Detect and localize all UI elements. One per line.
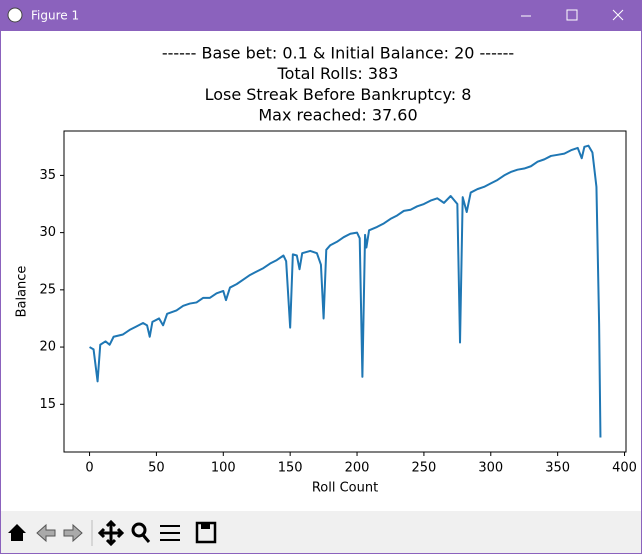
configure-button[interactable] xyxy=(160,525,180,541)
y-tick-label: 15 xyxy=(39,397,56,412)
y-axis-label: Balance xyxy=(15,266,30,318)
maximize-button[interactable] xyxy=(566,9,578,21)
chart-title: Max reached: 37.60 xyxy=(258,106,417,125)
x-axis-label: Roll Count xyxy=(312,481,378,496)
close-button[interactable] xyxy=(612,9,624,21)
zoom-handle xyxy=(141,534,151,543)
home-button[interactable] xyxy=(8,524,26,541)
chart-title: Total Rolls: 383 xyxy=(277,64,399,83)
y-tick-label: 30 xyxy=(39,225,56,240)
x-tick-label: 200 xyxy=(345,461,370,476)
pan-button[interactable] xyxy=(97,519,125,547)
chart-title: Lose Streak Before Bankruptcy: 8 xyxy=(205,85,472,104)
chart: ------ Base bet: 0.1 & Initial Balance: … xyxy=(15,44,637,496)
x-tick-label: 150 xyxy=(278,461,303,476)
app-icon xyxy=(7,7,23,23)
x-tick-label: 250 xyxy=(411,461,436,476)
x-tick-label: 100 xyxy=(211,461,236,476)
x-tick-label: 400 xyxy=(612,461,637,476)
forward-button[interactable] xyxy=(63,523,83,543)
save-icon-part xyxy=(201,523,210,529)
x-tick-label: 300 xyxy=(478,461,503,476)
window-title: Figure 1 xyxy=(31,9,79,23)
x-tick-label: 350 xyxy=(545,461,570,476)
axes-frame xyxy=(63,130,627,453)
toolbar xyxy=(1,511,641,553)
x-tick-label: 0 xyxy=(85,461,93,476)
y-tick-label: 35 xyxy=(39,168,56,183)
y-tick-label: 25 xyxy=(39,282,56,297)
x-tick-label: 50 xyxy=(148,461,165,476)
back-button[interactable] xyxy=(36,523,56,543)
zoom-button[interactable] xyxy=(131,522,147,538)
chart-title: ------ Base bet: 0.1 & Initial Balance: … xyxy=(162,44,514,63)
data-line xyxy=(89,144,602,438)
figure-background xyxy=(1,31,641,553)
y-tick-label: 20 xyxy=(39,340,56,355)
